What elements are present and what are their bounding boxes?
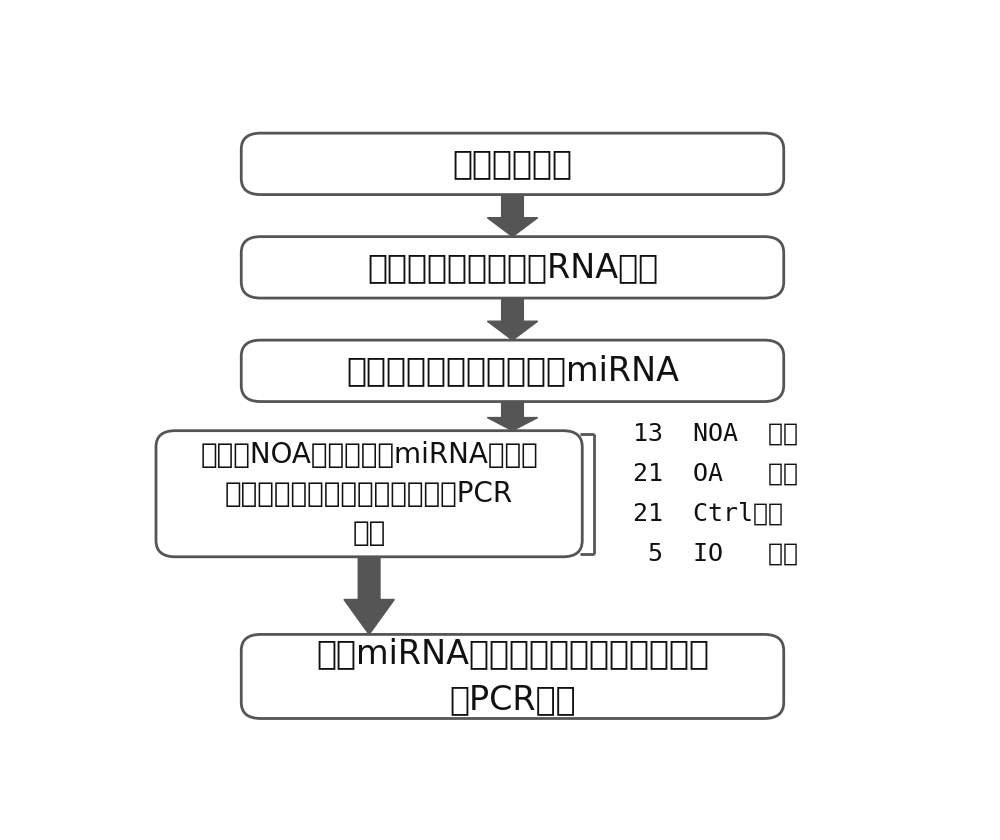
Text: 5  IO   样本: 5 IO 样本 [633,542,798,565]
Polygon shape [344,557,394,634]
Polygon shape [487,195,538,237]
Polygon shape [487,402,538,431]
Text: 高通量测序筛选差异表达miRNA: 高通量测序筛选差异表达miRNA [346,354,679,387]
FancyBboxPatch shape [241,634,784,718]
Text: 应用于NOA诊断的候选miRNA在血浆
及睾丸组织样本中实时荧光定量PCR
验证: 应用于NOA诊断的候选miRNA在血浆 及睾丸组织样本中实时荧光定量PCR 验证 [200,441,538,547]
Text: 21  OA   样本: 21 OA 样本 [633,462,798,486]
Text: 21  Ctrl样本: 21 Ctrl样本 [633,501,783,526]
Text: 外泌体提取及外泌体RNA提取: 外泌体提取及外泌体RNA提取 [367,251,658,284]
FancyBboxPatch shape [241,340,784,402]
Text: 血浆样本收集: 血浆样本收集 [452,147,572,181]
Polygon shape [487,298,538,340]
FancyBboxPatch shape [241,133,784,195]
Text: 候选miRNA在睾丸组织中的实时荧光定
量PCR验证: 候选miRNA在睾丸组织中的实时荧光定 量PCR验证 [316,637,709,716]
FancyBboxPatch shape [241,237,784,298]
Text: 13  NOA  样本: 13 NOA 样本 [633,422,798,446]
FancyBboxPatch shape [156,431,582,557]
